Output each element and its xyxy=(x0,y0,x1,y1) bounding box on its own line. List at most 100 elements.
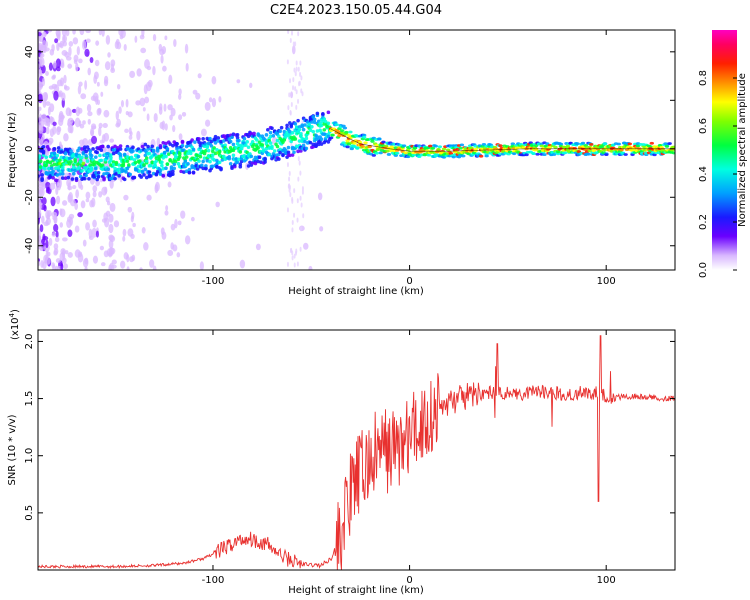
heatmap-cell xyxy=(47,30,53,33)
heatmap-cell xyxy=(304,146,309,151)
heatmap-cell xyxy=(300,146,305,151)
heatmap-cell xyxy=(119,260,126,269)
heatmap-cell xyxy=(118,106,122,114)
heatmap-cell xyxy=(147,151,152,156)
heatmap-cell xyxy=(263,157,267,162)
heatmap-cell xyxy=(164,123,168,131)
heatmap-cell xyxy=(125,159,130,164)
heatmap-cell xyxy=(256,159,260,164)
heatmap-cell xyxy=(178,114,183,121)
heatmap-cell xyxy=(291,45,296,55)
heatmap-cell xyxy=(95,179,100,187)
heatmap-cell xyxy=(99,178,103,183)
heatmap-cell xyxy=(206,148,211,153)
heatmap-cell xyxy=(305,130,310,135)
heatmap-cell xyxy=(290,130,295,135)
heatmap-cell xyxy=(85,38,91,43)
heatmap-cell xyxy=(337,134,342,138)
heatmap-cell xyxy=(154,156,159,160)
heatmap-cell xyxy=(102,172,106,176)
heatmap-cell xyxy=(89,166,94,170)
heatmap-cell xyxy=(68,41,74,47)
heatmap-cell xyxy=(291,250,294,256)
scale-note-prefix: (x10 xyxy=(10,317,21,340)
heatmap-cell xyxy=(301,189,304,195)
top-x-ticks: -100 0 100 xyxy=(202,30,616,287)
heatmap-cell xyxy=(217,149,222,154)
heatmap-cell xyxy=(84,154,88,158)
heatmap-cell xyxy=(52,125,57,135)
heatmap-cell xyxy=(664,144,670,148)
heatmap-cell xyxy=(355,147,360,150)
heatmap-cell xyxy=(124,170,128,174)
heatmap-cell xyxy=(127,206,133,213)
heatmap-cell xyxy=(307,122,311,127)
heatmap-cell xyxy=(47,147,51,152)
heatmap-cell xyxy=(246,145,251,150)
heatmap-cell xyxy=(63,84,67,90)
heatmap-cell xyxy=(293,188,296,194)
colorbar-tick-label: 0.0 xyxy=(698,262,709,278)
heatmap-cell xyxy=(268,141,273,145)
heatmap-cell xyxy=(249,154,254,159)
heatmap-cell xyxy=(348,130,353,134)
heatmap-cell xyxy=(82,120,86,125)
heatmap-cell xyxy=(248,160,252,165)
heatmap-cell xyxy=(115,122,121,128)
heatmap-cell xyxy=(184,235,191,245)
heatmap-cell xyxy=(533,144,539,147)
heatmap-cell xyxy=(118,147,123,151)
heatmap-cell xyxy=(531,152,536,155)
heatmap-cell xyxy=(136,154,141,159)
heatmap-cell xyxy=(297,156,300,162)
heatmap-cell xyxy=(301,186,304,192)
heatmap-cell xyxy=(286,162,289,168)
heatmap-cell xyxy=(138,159,142,163)
heatmap-cell xyxy=(157,154,161,159)
heatmap-cell xyxy=(124,128,129,133)
heatmap-cell xyxy=(292,85,295,91)
heatmap-cell xyxy=(445,148,451,152)
heatmap-cell xyxy=(299,60,302,66)
heatmap-cell xyxy=(172,166,177,171)
heatmap-cell xyxy=(649,141,655,145)
heatmap-cell xyxy=(146,113,150,122)
heatmap-cell xyxy=(98,122,103,129)
heatmap-cell xyxy=(172,162,177,167)
heatmap-cell xyxy=(85,191,91,200)
heatmap-cell xyxy=(74,225,80,233)
heatmap-cell xyxy=(57,42,63,48)
heatmap-cell xyxy=(259,160,263,165)
heatmap-cell xyxy=(126,254,130,263)
heatmap-cell xyxy=(147,170,152,174)
heatmap-cell xyxy=(62,237,68,242)
heatmap-cell xyxy=(60,262,64,270)
scale-note-close: ) xyxy=(10,309,21,313)
heatmap-cell xyxy=(406,148,411,152)
heatmap-cell xyxy=(99,245,105,251)
heatmap-cell xyxy=(201,136,205,141)
heatmap-cell xyxy=(80,93,87,100)
heatmap-cell xyxy=(230,166,234,171)
heatmap-cell xyxy=(56,146,61,150)
heatmap-cell xyxy=(236,79,241,84)
heatmap-cell xyxy=(115,38,120,46)
heatmap-cell xyxy=(134,35,138,43)
heatmap-cell xyxy=(51,169,55,174)
heatmap-cell xyxy=(77,179,82,189)
heatmap-cell xyxy=(161,173,166,178)
heatmap-cell xyxy=(139,97,146,107)
heatmap-cell xyxy=(160,163,164,168)
heatmap-cell xyxy=(575,142,580,146)
heatmap-cell xyxy=(144,96,150,104)
heatmap-cell xyxy=(136,68,142,77)
heatmap-cell xyxy=(62,263,68,270)
heatmap-cell xyxy=(292,77,295,83)
heatmap-cell xyxy=(363,141,368,145)
heatmap-cell xyxy=(73,54,79,63)
heatmap-cell xyxy=(205,158,210,163)
heatmap-cell xyxy=(290,91,294,99)
heatmap-cell xyxy=(78,174,83,179)
heatmap-cell xyxy=(100,262,106,267)
top-y-ticks: -40 -20 0 20 40 xyxy=(24,45,675,254)
